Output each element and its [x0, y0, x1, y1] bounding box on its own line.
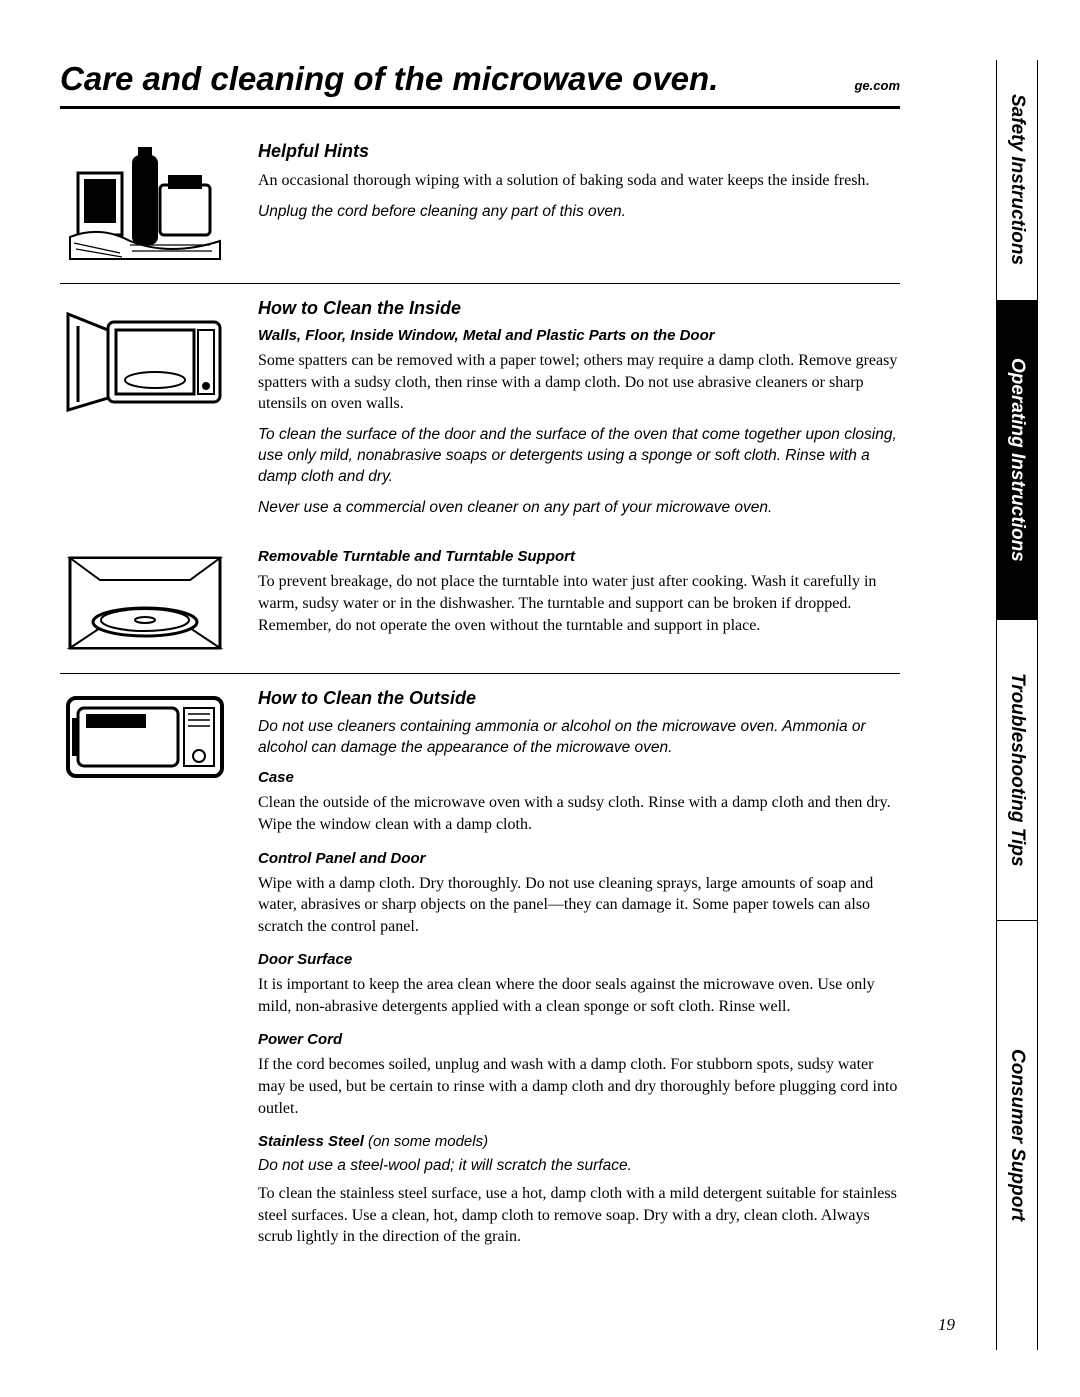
section-clean-inside: How to Clean the Inside Walls, Floor, In…	[60, 283, 900, 546]
inside-p1: Some spatters can be removed with a pape…	[258, 350, 900, 415]
outside-warn: Do not use cleaners containing ammonia o…	[258, 717, 900, 759]
inside-sub1: Walls, Floor, Inside Window, Metal and P…	[258, 327, 900, 344]
door-p: It is important to keep the area clean w…	[258, 974, 900, 1017]
title-row: Care and cleaning of the microwave oven.…	[60, 60, 900, 109]
illustration-cleaning-supplies	[60, 141, 230, 265]
panel-block: Control Panel and Door Wipe with a damp …	[258, 850, 900, 938]
illustration-turntable	[60, 546, 230, 655]
section-turntable: Removable Turntable and Turntable Suppor…	[60, 546, 900, 673]
panel-p: Wipe with a damp cloth. Dry thoroughly. …	[258, 873, 900, 938]
steel-h-text: Stainless Steel	[258, 1133, 364, 1150]
door-heading: Door Surface	[258, 951, 900, 968]
page-title: Care and cleaning of the microwave oven.	[60, 60, 718, 98]
section-helpful-hints: Helpful Hints An occasional thorough wip…	[60, 127, 900, 283]
steel-note: (on some models)	[364, 1133, 488, 1150]
illustration-open-oven	[60, 298, 230, 528]
site-link: ge.com	[854, 78, 900, 93]
inside-p3: Never use a commercial oven cleaner on a…	[258, 498, 900, 519]
steel-warn: Do not use a steel-wool pad; it will scr…	[258, 1156, 900, 1177]
tab-troubleshooting[interactable]: Troubleshooting Tips	[997, 620, 1037, 920]
steel-block: Stainless Steel (on some models) Do not …	[258, 1133, 900, 1248]
page-number: 19	[938, 1315, 955, 1335]
illustration-closed-oven	[60, 688, 230, 1257]
section-clean-outside: How to Clean the Outside Do not use clea…	[60, 673, 900, 1275]
outside-content: How to Clean the Outside Do not use clea…	[258, 688, 900, 1257]
inside-content: How to Clean the Inside Walls, Floor, In…	[258, 298, 900, 528]
hints-unplug-warning: Unplug the cord before cleaning any part…	[258, 202, 900, 223]
side-tabs: Safety Instructions Operating Instructio…	[996, 60, 1038, 1350]
steel-heading: Stainless Steel (on some models)	[258, 1133, 900, 1150]
outside-heading: How to Clean the Outside	[258, 688, 900, 709]
turntable-content: Removable Turntable and Turntable Suppor…	[258, 546, 900, 655]
tab-safety[interactable]: Safety Instructions	[997, 60, 1037, 300]
door-block: Door Surface It is important to keep the…	[258, 951, 900, 1017]
hints-heading: Helpful Hints	[258, 141, 900, 162]
page-content: Care and cleaning of the microwave oven.…	[0, 0, 950, 1316]
case-p: Clean the outside of the microwave oven …	[258, 792, 900, 835]
inside-sub2: Removable Turntable and Turntable Suppor…	[258, 548, 900, 565]
inside-heading: How to Clean the Inside	[258, 298, 900, 319]
steel-p: To clean the stainless steel surface, us…	[258, 1183, 900, 1248]
cord-p: If the cord becomes soiled, unplug and w…	[258, 1054, 900, 1119]
inside-p4: To prevent breakage, do not place the tu…	[258, 571, 900, 636]
cord-block: Power Cord If the cord becomes soiled, u…	[258, 1031, 900, 1119]
panel-heading: Control Panel and Door	[258, 850, 900, 867]
hints-content: Helpful Hints An occasional thorough wip…	[258, 141, 900, 265]
cord-heading: Power Cord	[258, 1031, 900, 1048]
tab-operating[interactable]: Operating Instructions	[997, 300, 1037, 620]
case-heading: Case	[258, 769, 900, 786]
hints-p1: An occasional thorough wiping with a sol…	[258, 170, 900, 192]
inside-p2: To clean the surface of the door and the…	[258, 425, 900, 488]
tab-consumer[interactable]: Consumer Support	[997, 920, 1037, 1350]
